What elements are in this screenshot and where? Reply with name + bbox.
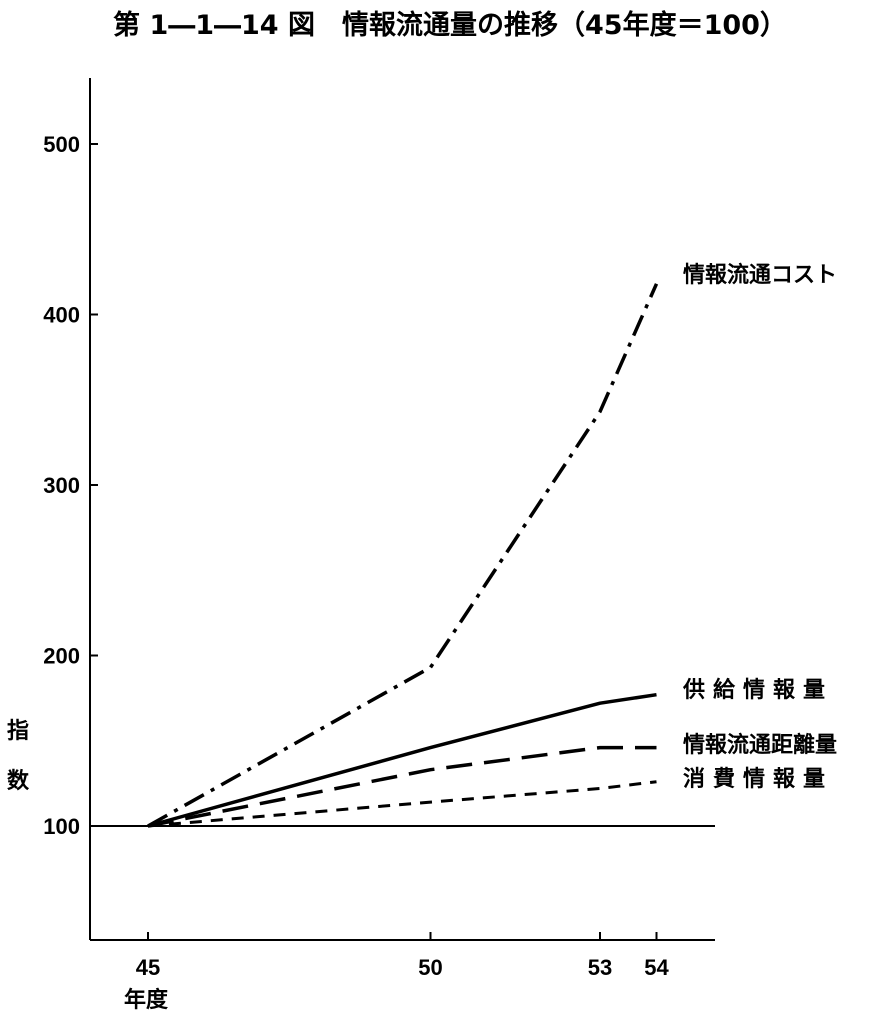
series-line [147, 692, 657, 828]
y-tick-label: 200 [43, 644, 80, 669]
y-axis-label: 指 [7, 719, 29, 744]
series-label: 消費情報量 [683, 766, 833, 792]
y-tick-label: 100 [43, 814, 80, 839]
series-layer [147, 283, 659, 828]
series-label: 情報流通距離量 [683, 732, 837, 758]
series-label: 情報流通コスト [683, 262, 837, 288]
x-axis-label: 年度 [124, 987, 169, 1013]
y-axis-label: 数 [7, 768, 30, 794]
series-label: 供給情報量 [682, 677, 833, 703]
series-line [147, 283, 659, 828]
x-tick-label: 53 [588, 955, 612, 980]
x-tick-label: 50 [418, 955, 442, 980]
series-line [147, 745, 657, 828]
y-tick-label: 300 [43, 473, 80, 498]
series-line [147, 780, 657, 828]
y-tick-label: 400 [43, 303, 80, 328]
x-tick-label: 45 [136, 955, 160, 980]
x-tick-label: 54 [644, 955, 669, 980]
chart-title: 第 1―1―14 図 情報流通量の推移（45年度＝100） [113, 9, 787, 41]
y-tick-label: 500 [43, 132, 80, 157]
